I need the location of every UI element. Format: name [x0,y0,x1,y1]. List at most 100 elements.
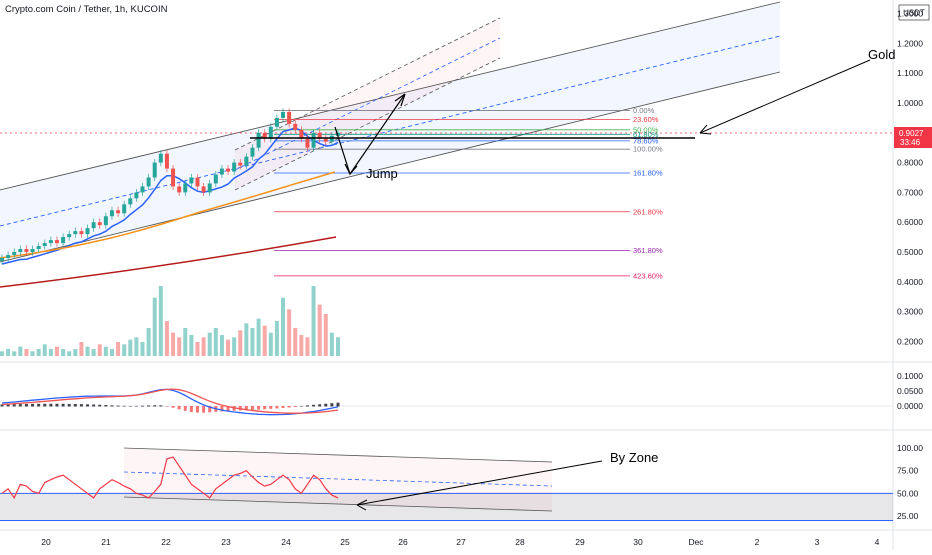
x-tick-label: 23 [221,537,231,547]
volume-bar [116,342,121,356]
price-badge-timer: 33:46 [900,138,921,147]
fib-level-label: 61.80% [633,130,659,139]
candle-body [226,168,231,172]
ma-fast-line [1,127,339,265]
x-tick-label: 27 [456,537,466,547]
candle-body [122,204,127,214]
x-tick-label: 29 [575,537,585,547]
candle-body [274,117,279,127]
gold-arrow [699,59,871,134]
volume-bar [213,328,218,356]
macd-histogram-bar [275,406,279,409]
volume-bar [146,328,151,356]
candle-body [140,186,145,193]
price-tick-label: 0.2000 [897,336,923,346]
macd-histogram-bar [195,406,199,413]
macd-histogram-bar [220,406,224,412]
volume-bar [329,332,334,356]
candle-body [79,231,84,235]
macd-histogram-bar [183,406,187,411]
candle-body [287,111,292,124]
macd-histogram-bar [208,406,212,413]
candle-body [201,186,206,193]
candle-body [311,132,316,148]
volume-bar [189,335,194,356]
byzone-arrow [356,460,603,506]
volume-bar [109,349,114,356]
rsi-line [1,456,339,500]
volume-bar [311,286,316,356]
macd-histogram-bar [86,404,90,407]
macd-signal-line [1,388,339,414]
volume-bar [287,309,292,356]
candle-body [18,249,23,252]
candle-body [54,240,59,244]
rsi-tick-label: 100.00 [897,443,923,453]
macd-histogram-bar [31,403,35,407]
candle-body [219,168,224,175]
macd-histogram-bar [128,405,132,407]
price-tick-label: 0.3000 [897,307,923,317]
volume-bar [177,337,182,356]
byzone-arrowhead [356,499,368,511]
candle-body [146,177,151,187]
macd-histogram-bar [318,404,322,407]
fib-level-label: 78.60% [633,136,659,145]
candle-body [336,132,340,136]
candle-body [85,228,90,235]
volume-bar [232,337,237,356]
macd-histogram-bar [98,404,102,407]
macd-histogram-bar [116,405,120,407]
x-tick-label: 25 [340,537,350,547]
volume-bar [250,328,255,356]
fib-level-label: 50.00% [633,125,659,134]
volume-bar [73,349,78,356]
candle-body [262,132,267,139]
macd-histogram-bar [287,406,291,408]
candle-body [183,183,188,193]
ma-slow-line [0,236,337,288]
volume-bar [103,346,108,356]
rsi-channel-mid [123,471,553,487]
candle-body [91,222,96,229]
volume-bar [317,304,322,356]
volume-bar [91,349,96,356]
macd-line [1,388,339,416]
volume-bar [134,337,139,356]
price-tick-label: 0.6000 [897,217,923,227]
volume-bar [0,351,4,356]
price-badge-bg [894,127,932,148]
volume-bar [54,346,59,356]
fib-level-label: 361.80% [633,246,663,255]
volume-bar [18,346,23,356]
volume-bar [268,332,273,356]
volume-bar [128,339,133,356]
macd-histogram-bar [165,406,169,407]
rsi-tick-label: 25.00 [897,511,919,521]
candle-body [329,135,334,142]
volume-bar [164,321,169,356]
candle-body [256,132,261,148]
candle-body [0,257,4,261]
candle-body [281,111,286,118]
currency-box[interactable]: USDT [898,4,930,21]
channel-upper [0,1,781,191]
volume-bar [207,332,212,356]
candle-body [158,153,163,163]
fib-level-label: 100.00% [633,145,663,154]
macd-histogram-bar [67,403,71,407]
candle-body [12,252,17,255]
candle-body [67,234,72,238]
candle-body [24,249,29,252]
volume-bar [256,318,261,356]
macd-histogram-bar [312,404,316,407]
candle-body [250,147,255,157]
candle-body [232,162,237,172]
fib-level-label: 0.00% [633,106,655,115]
channel-lower [0,71,781,263]
small-channel-upper [234,17,501,151]
volume-bar [195,342,200,356]
channel-mid [0,35,781,227]
macd-histogram-bar [153,405,157,407]
x-tick-label: 24 [281,537,291,547]
